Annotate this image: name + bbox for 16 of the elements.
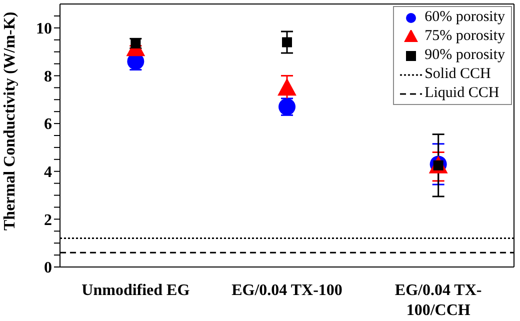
legend-label: 75% porosity [424, 27, 505, 46]
y-tick-label: 8 [44, 68, 52, 86]
point [282, 37, 292, 48]
y-tick-label: 2 [44, 212, 52, 229]
y-tick-label: 6 [44, 116, 52, 134]
x-tick-label: Unmodified EG [82, 282, 190, 299]
y-tick-label: 10 [36, 20, 52, 38]
legend-label: Liquid CCH [424, 84, 500, 103]
y-axis-title: Thermal Conductivity (W/m-K) [2, 12, 19, 230]
y-tick-label: 0 [44, 260, 52, 277]
x-tick-label: EG/0.04 TX-100/CCH [394, 282, 482, 319]
legend-label: 90% porosity [424, 46, 505, 65]
y-tick-label: 4 [44, 164, 52, 182]
legend-label: 60% porosity [424, 8, 505, 27]
x-tick-label: EG/0.04 TX-100 [232, 282, 342, 299]
legend-label: Solid CCH [424, 65, 491, 84]
